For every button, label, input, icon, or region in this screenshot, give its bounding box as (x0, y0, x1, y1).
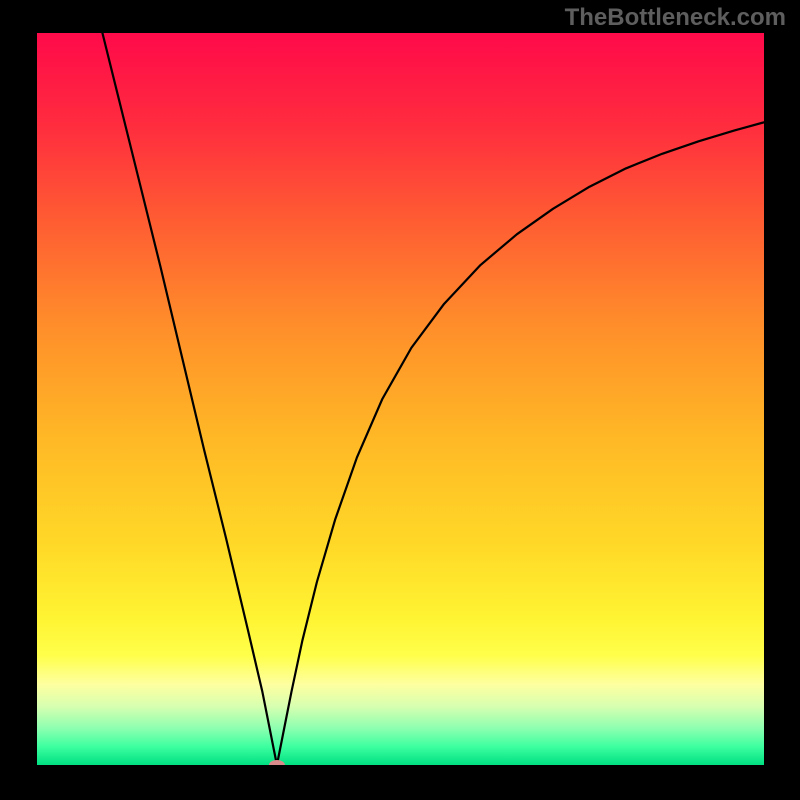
plot-svg (37, 33, 764, 765)
plot-background (37, 33, 764, 765)
plot-area (37, 33, 764, 765)
watermark-text: TheBottleneck.com (565, 4, 786, 32)
